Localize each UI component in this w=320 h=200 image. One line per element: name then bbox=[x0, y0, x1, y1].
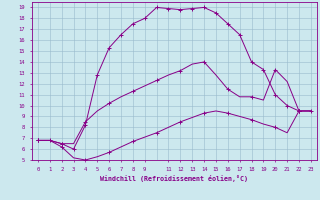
X-axis label: Windchill (Refroidissement éolien,°C): Windchill (Refroidissement éolien,°C) bbox=[100, 175, 248, 182]
